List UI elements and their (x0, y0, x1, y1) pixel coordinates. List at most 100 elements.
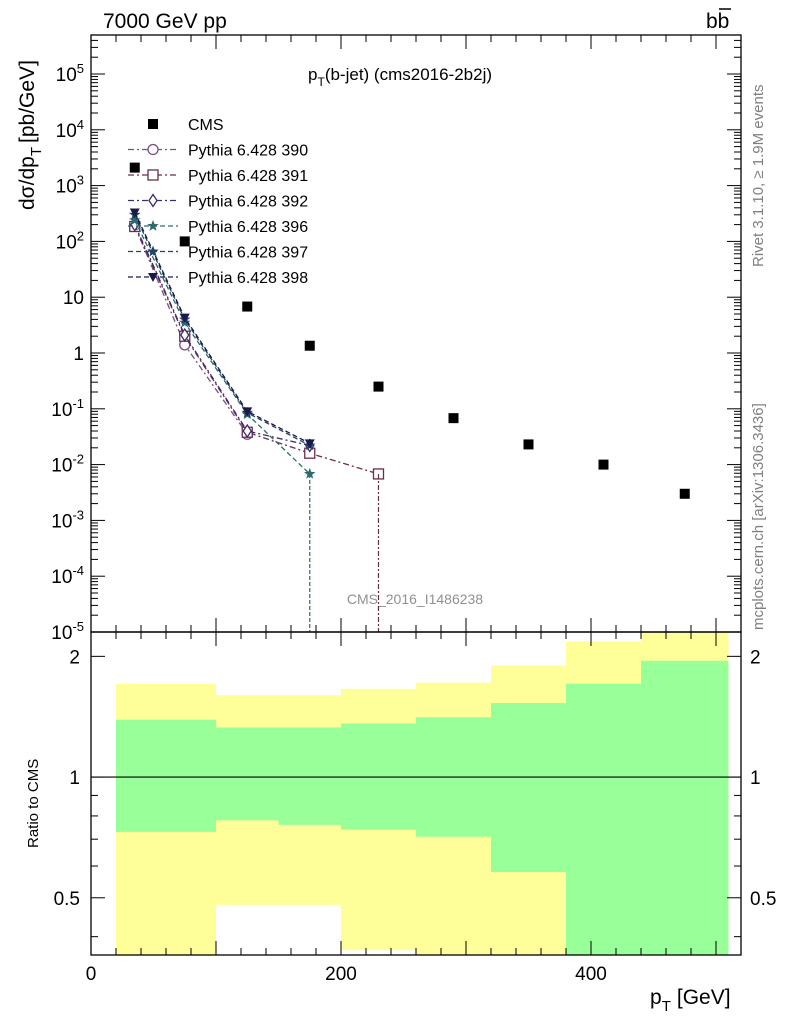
y-axis-title-unit: [pb/GeV] (16, 60, 39, 143)
side-rivet-label: Rivet 3.1.10, ≥ 1.9M events (750, 85, 767, 268)
legend-item: Pythia 6.428 390 (128, 143, 308, 160)
y-tick-label: 10-5 (51, 619, 84, 644)
ratio-axis-title: Ratio to CMS (25, 759, 42, 848)
legend-label: Pythia 6.428 397 (188, 245, 308, 262)
legend-label: Pythia 6.428 396 (188, 219, 308, 236)
ratio-green-band (116, 719, 216, 832)
ratio-green-band (491, 702, 566, 872)
ratio-tick-label-right: 2 (750, 647, 761, 668)
y-tick-label-exp: -3 (72, 507, 84, 522)
y-tick-label: 1 (73, 344, 84, 365)
legend-item: Pythia 6.428 397 (128, 245, 308, 262)
y-tick-label-exp: 4 (77, 117, 84, 132)
data-point (148, 273, 158, 282)
series-line (134, 214, 311, 447)
y-tick-label-exp: -4 (72, 563, 84, 578)
data-point (147, 220, 159, 231)
data-point (304, 340, 315, 351)
data-point (598, 459, 609, 470)
y-axis-title: dσ/dpT [pb/GeV] (16, 60, 45, 210)
y-tick-label-base: 10 (56, 177, 77, 198)
y-tick-label-base: 10 (51, 456, 72, 477)
data-point (242, 423, 253, 439)
x-tick-label: 400 (575, 964, 607, 985)
data-point (523, 439, 534, 450)
y-tick-label: 102 (56, 228, 84, 253)
data-point (448, 413, 459, 424)
y-tick-label: 104 (56, 117, 84, 142)
y-tick-label-base: 10 (51, 511, 72, 532)
data-point (304, 439, 315, 449)
process-label: bb (706, 8, 731, 33)
y-tick-label-exp: -5 (72, 619, 84, 634)
ratio-tick-label-right: 1 (750, 768, 761, 789)
ratio-green-band (278, 727, 341, 825)
ratio-bands (116, 632, 729, 955)
process-text: bb (706, 10, 729, 33)
legend-item: Pythia 6.428 398 (128, 270, 308, 287)
series-line (134, 212, 311, 444)
data-point (373, 381, 384, 392)
y-tick-label: 105 (56, 61, 84, 86)
y-tick-label: 103 (56, 173, 84, 198)
y-tick-label-base: 10 (51, 567, 72, 588)
y-tick-label-base: 10 (56, 65, 77, 86)
x-tick-label: 0 (86, 964, 97, 985)
error-bars (309, 473, 380, 632)
series-6 (129, 208, 315, 449)
series-line (134, 226, 379, 475)
data-point (129, 162, 140, 173)
data-point (242, 301, 253, 312)
x-axis-title-main: p (650, 986, 662, 1009)
ratio-tick-label: 2 (69, 647, 80, 668)
main-series (129, 162, 690, 632)
legend-item: CMS (148, 117, 224, 134)
plot-title: pT(b-jet) (cms2016-2b2j) (308, 65, 492, 89)
ratio-tick-label-right: 0.5 (750, 889, 776, 910)
y-tick-label-exp: -2 (72, 452, 84, 467)
data-point (129, 208, 140, 218)
ratio-tick-label: 1 (69, 768, 80, 789)
legend-label: Pythia 6.428 398 (188, 270, 308, 287)
y-tick-label: 10-2 (51, 452, 84, 477)
y-tick-label-exp: 5 (77, 61, 84, 76)
data-point (304, 467, 316, 479)
legend-label: Pythia 6.428 392 (188, 194, 308, 211)
x-axis-title-unit: [GeV] (677, 986, 731, 1009)
data-point (147, 245, 159, 257)
energy-label: 7000 GeV pp (103, 10, 227, 33)
data-point (179, 313, 190, 323)
y-tick-label-base: 10 (51, 623, 72, 644)
legend-item: Pythia 6.428 391 (128, 168, 308, 185)
x-tick-label: 200 (325, 964, 357, 985)
data-point (147, 169, 159, 181)
y-tick-label: 10-4 (51, 563, 84, 588)
series-line (134, 219, 311, 475)
y-tick-label: 10-1 (51, 396, 84, 421)
title-subscript: T (317, 75, 325, 89)
y-tick-label-exp: 2 (77, 228, 84, 243)
data-point (148, 193, 158, 208)
ratio-green-band (641, 660, 729, 955)
legend-label: Pythia 6.428 390 (188, 143, 308, 160)
y-axis-title-sub: T (28, 147, 45, 156)
y-tick-label-base: 10 (56, 232, 77, 253)
x-axis-title-sub: T (662, 998, 671, 1015)
ratio-tick-label: 0.5 (54, 889, 80, 910)
y-tick-label-exp: -1 (72, 396, 84, 411)
data-point (179, 236, 190, 247)
y-tick-label-exp: 3 (77, 173, 84, 188)
watermark: CMS_2016_I1486238 (347, 591, 483, 607)
y-tick-label: 10 (63, 288, 84, 309)
legend-label: Pythia 6.428 391 (188, 168, 308, 185)
y-tick-label-base: 10 (51, 400, 72, 421)
title-rest: (b-jet) (cms2016-2b2j) (325, 65, 492, 84)
data-point (242, 407, 253, 417)
series-0 (129, 162, 690, 499)
y-tick-label-base: 10 (56, 121, 77, 142)
data-point (147, 143, 159, 156)
side-mcplots-label: mcplots.cern.ch [arXiv:1306.3436] (750, 403, 767, 630)
data-point (129, 214, 141, 225)
